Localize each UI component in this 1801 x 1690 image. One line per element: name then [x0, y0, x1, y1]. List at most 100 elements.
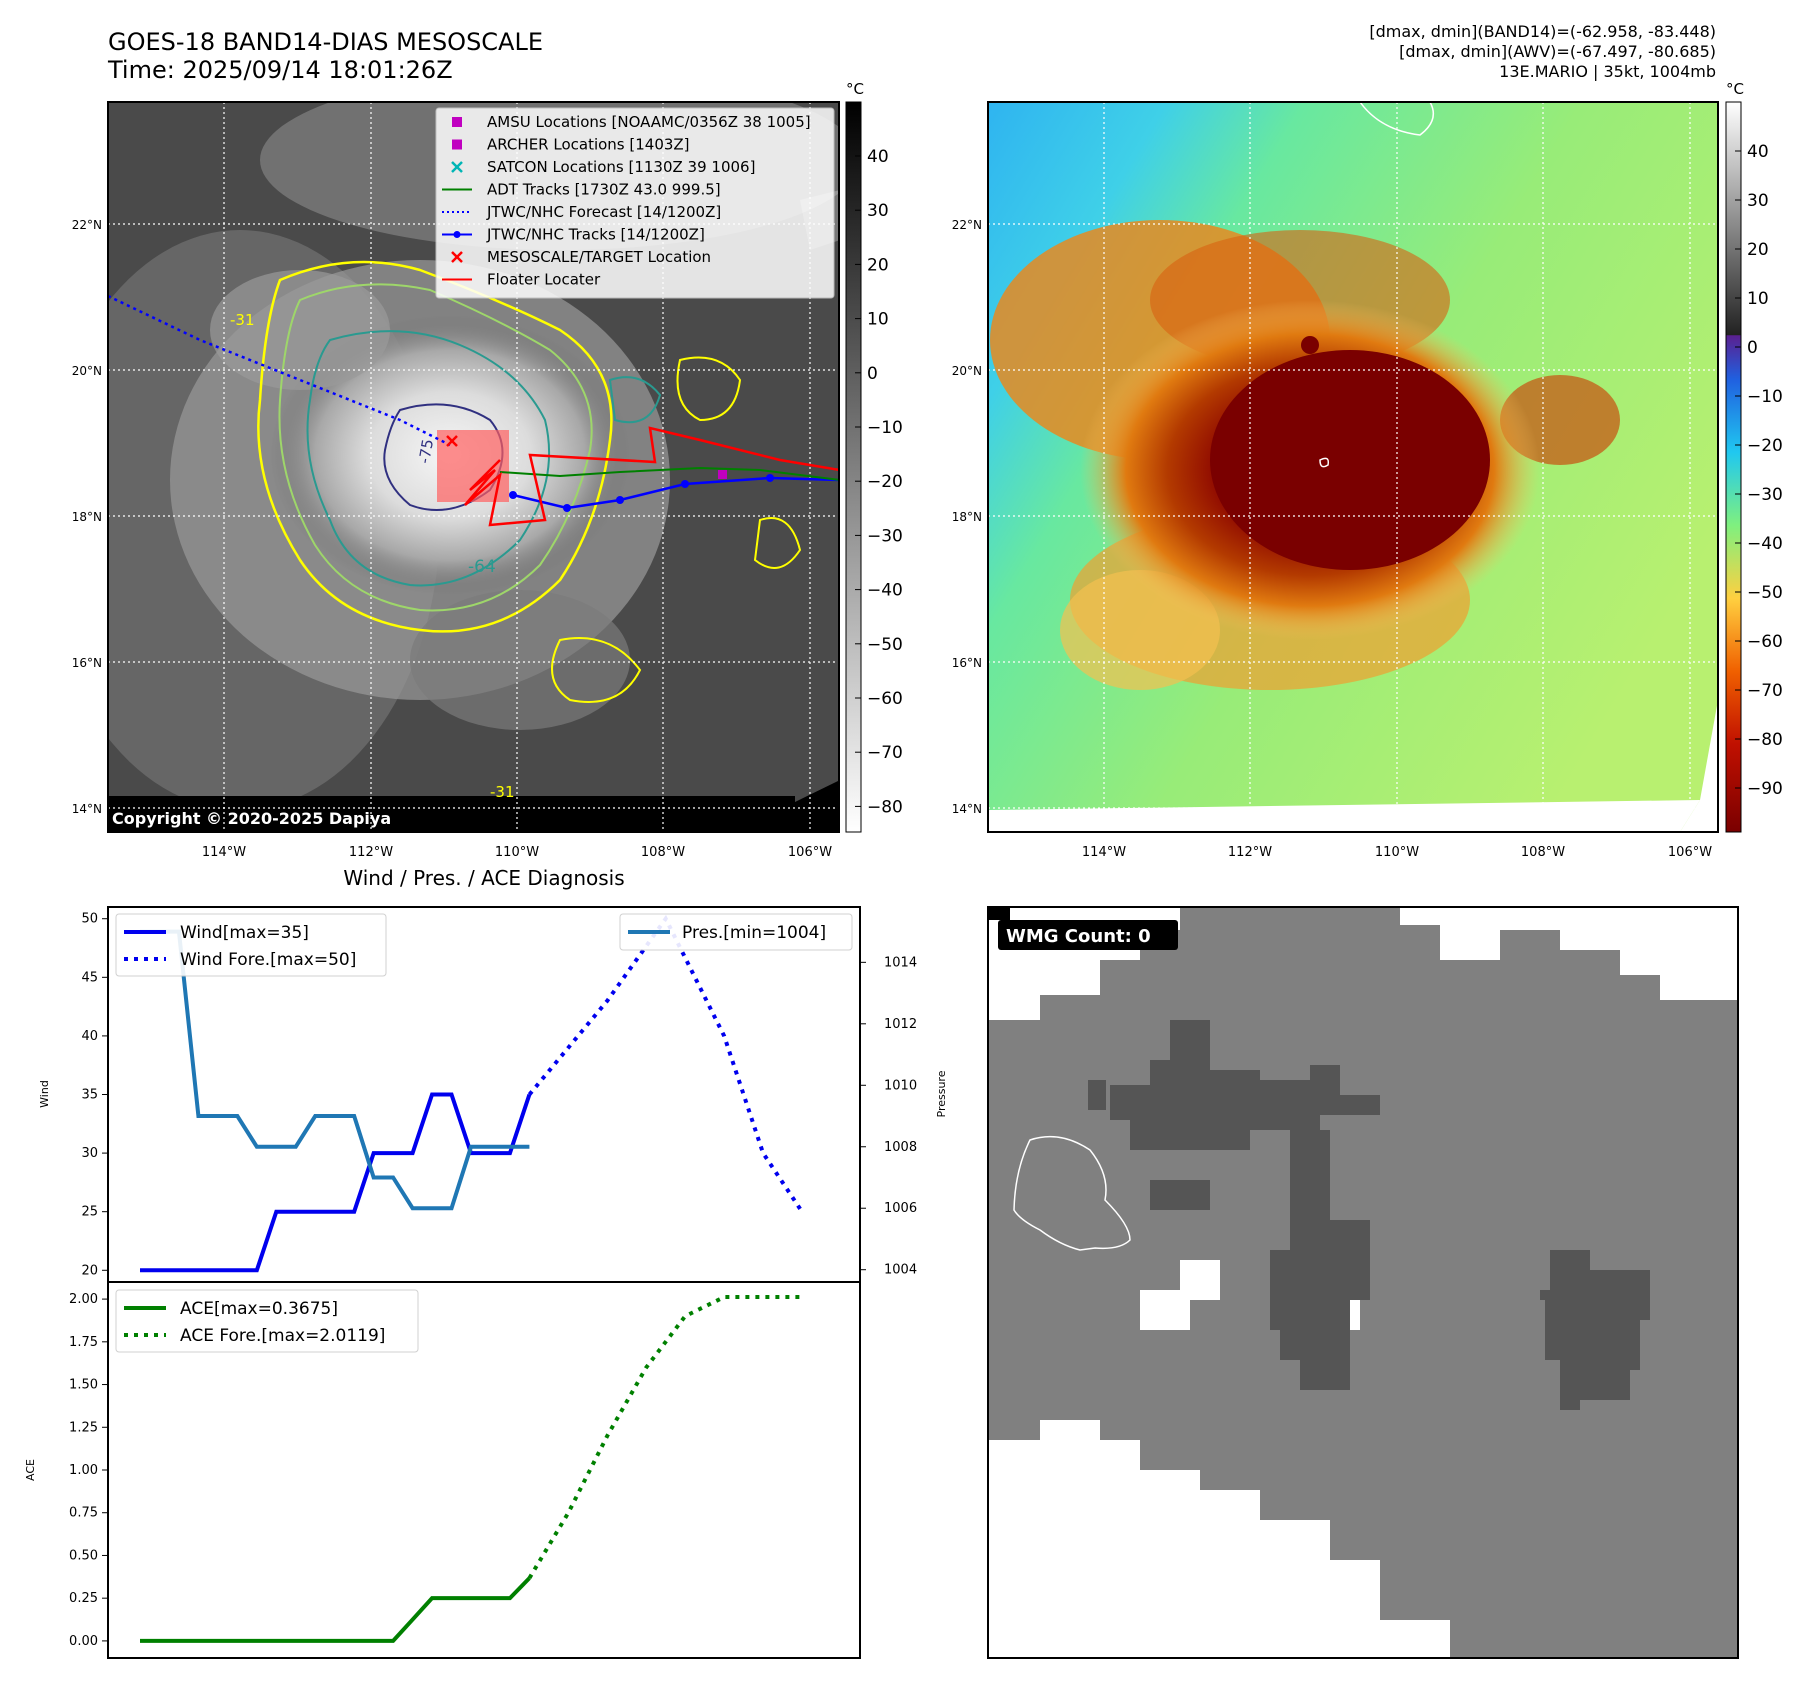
colorbar-tick-label: −20 — [867, 472, 903, 492]
awv-panel: °C 40 30 20 10 0 −10 −20 −30 −40 −50 −60 −70 −80 −90 — [987, 80, 1783, 833]
pressure-axis-label: Pressure — [935, 1070, 948, 1117]
colorbar-tick-label: 0 — [1747, 338, 1758, 358]
wind-legend: Wind[max=35] Wind Fore.[max=50] — [115, 913, 387, 977]
ace-axis-label: ACE — [24, 1459, 37, 1481]
map-tick-labels: 114°W 114°W 112°W 112°W 110°W 110°W 108°W 108°W… — [72, 218, 1712, 860]
floater-track — [464, 426, 839, 527]
best-track-points — [509, 474, 774, 512]
lat-tick-label: 20°N — [72, 364, 102, 378]
ace-tick-label: 0.00 — [69, 1634, 98, 1649]
wind-tick-label: 45 — [81, 970, 98, 985]
legend-item-label: ADT Tracks [1730Z 43.0 999.5] — [487, 181, 721, 199]
wind-tick-label: 20 — [81, 1263, 98, 1278]
colorbar-tick-label: 30 — [1747, 191, 1769, 211]
lat-tick-label: 20°N — [952, 364, 982, 378]
series-line — [140, 929, 530, 1211]
colorbar-tick-label: −60 — [1747, 632, 1783, 652]
ace-tick-label: 2.00 — [69, 1292, 98, 1307]
legend-marker-x — [451, 251, 463, 263]
colorbar-tick-label: −70 — [867, 743, 903, 763]
legend-item-label: MESOSCALE/TARGET Location — [487, 248, 711, 266]
ace-tick-label: 0.50 — [69, 1548, 98, 1563]
diagnosis-charts: Wind / Pres. / ACE Diagnosis Wind Pressu… — [24, 866, 948, 1659]
colorbar-tick-label: −40 — [1747, 534, 1783, 554]
ir-colorbar: °C 40 30 20 10 0 −10 −20 −30 −40 −50 −60 −70 −80 — [845, 80, 903, 833]
wmg-imagery — [988, 907, 1738, 1658]
series-line — [140, 1576, 531, 1643]
lat-tick-label: 22°N — [72, 218, 102, 232]
colorbar-tick-label: 40 — [867, 147, 889, 167]
colorbar-tick-label: −80 — [1747, 730, 1783, 750]
wind-tick-label: 40 — [81, 1029, 98, 1044]
colorbar-tick-label: 20 — [1747, 240, 1769, 260]
colorbar-tick-label: −50 — [1747, 583, 1783, 603]
lon-tick-label: 112°W — [1228, 845, 1272, 860]
series-line — [527, 914, 804, 1213]
lon-tick-label: 110°W — [1375, 845, 1419, 860]
colorbar-tick-label: −80 — [867, 797, 903, 817]
wind-tick-label: 50 — [81, 912, 98, 927]
diagnosis-title: Wind / Pres. / ACE Diagnosis — [343, 866, 624, 890]
pressure-tick-label: 1014 — [884, 955, 917, 970]
contour-label: -31 — [230, 311, 255, 329]
colorbar-tick-label: −10 — [867, 418, 903, 438]
colorbar-tick-label: 10 — [867, 310, 889, 330]
colorbar-tick-label: −60 — [867, 689, 903, 709]
ace-tick-label: 1.75 — [69, 1335, 98, 1350]
wind-tick-label: 30 — [81, 1146, 98, 1161]
lat-tick-label: 16°N — [952, 656, 982, 670]
copyright-text: Copyright © 2020-2025 Dapiya — [112, 809, 391, 828]
colorbar-tick-label: −30 — [1747, 485, 1783, 505]
ir-frame — [107, 101, 840, 833]
series-line — [140, 1092, 532, 1273]
contour-label: -31 — [490, 783, 515, 801]
ir-panel: -31 -64 -31 -75 AMSU Locations [NOAAMC/0… — [107, 80, 903, 833]
lon-tick-label: 106°W — [1668, 845, 1712, 860]
best-track — [512, 476, 839, 510]
wmg-count-badge — [998, 920, 1178, 950]
ir-legend: AMSU Locations [NOAAMC/0356Z 38 1005] ARC… — [435, 107, 835, 299]
title-time: Time: 2025/09/14 18:01:26Z — [108, 56, 453, 84]
colorbar-tick-label: 40 — [1747, 142, 1769, 162]
lon-tick-label: 114°W — [1082, 845, 1126, 860]
legend-marker-dot — [453, 231, 461, 238]
colorbar-tick-label: −30 — [867, 526, 903, 546]
lon-tick-label: 108°W — [641, 845, 685, 860]
legend-item-label: Pres.[min=1004] — [682, 923, 826, 943]
target-marker — [446, 435, 458, 447]
ir-colorbar-unit: °C — [846, 80, 864, 98]
wind-tick-label: 25 — [81, 1205, 98, 1220]
awv-imagery — [988, 102, 1718, 832]
legend-item-label: Floater Locater — [487, 271, 601, 289]
awv-frame — [987, 101, 1719, 833]
colorbar-tick-label: −70 — [1747, 681, 1783, 701]
lon-tick-label: 114°W — [202, 845, 246, 860]
colorbar-tick-label: 0 — [867, 364, 878, 384]
legend-box — [619, 913, 853, 951]
wind-pressure-plot: 20 25 30 35 40 45 50 1004 1006 1008 1010 1012 1014 — [81, 912, 917, 1279]
legend-marker-square — [452, 139, 462, 150]
lat-tick-label: 18°N — [72, 510, 102, 524]
band14-range: [dmax, dmin](BAND14)=(-62.958, -83.448) — [1369, 22, 1716, 41]
colorbar-tick-label: 30 — [867, 201, 889, 221]
lon-tick-label: 110°W — [495, 845, 539, 860]
pressure-tick-label: 1004 — [884, 1263, 917, 1278]
ace-tick-label: 1.00 — [69, 1463, 98, 1478]
legend-marker-square — [452, 117, 462, 127]
ace-tick-label: 1.25 — [69, 1420, 98, 1435]
lon-tick-label: 106°W — [788, 845, 832, 860]
legend-item-label: ACE[max=0.3675] — [180, 1299, 338, 1319]
amsu-marker — [718, 470, 727, 479]
pressure-tick-label: 1010 — [884, 1078, 917, 1093]
lat-tick-label: 18°N — [952, 510, 982, 524]
ace-tick-label: 0.25 — [69, 1591, 98, 1606]
ace-tick-label: 1.50 — [69, 1378, 98, 1393]
lon-tick-label: 112°W — [349, 845, 393, 860]
contour-label: -75 — [415, 438, 437, 465]
legend-item-label: Wind[max=35] — [180, 923, 309, 943]
colorbar-tick-label: 20 — [867, 255, 889, 275]
awv-colorbar-unit: °C — [1726, 80, 1744, 98]
lat-tick-label: 14°N — [952, 802, 982, 816]
legend-item-label: ACE Fore.[max=2.0119] — [180, 1326, 385, 1346]
